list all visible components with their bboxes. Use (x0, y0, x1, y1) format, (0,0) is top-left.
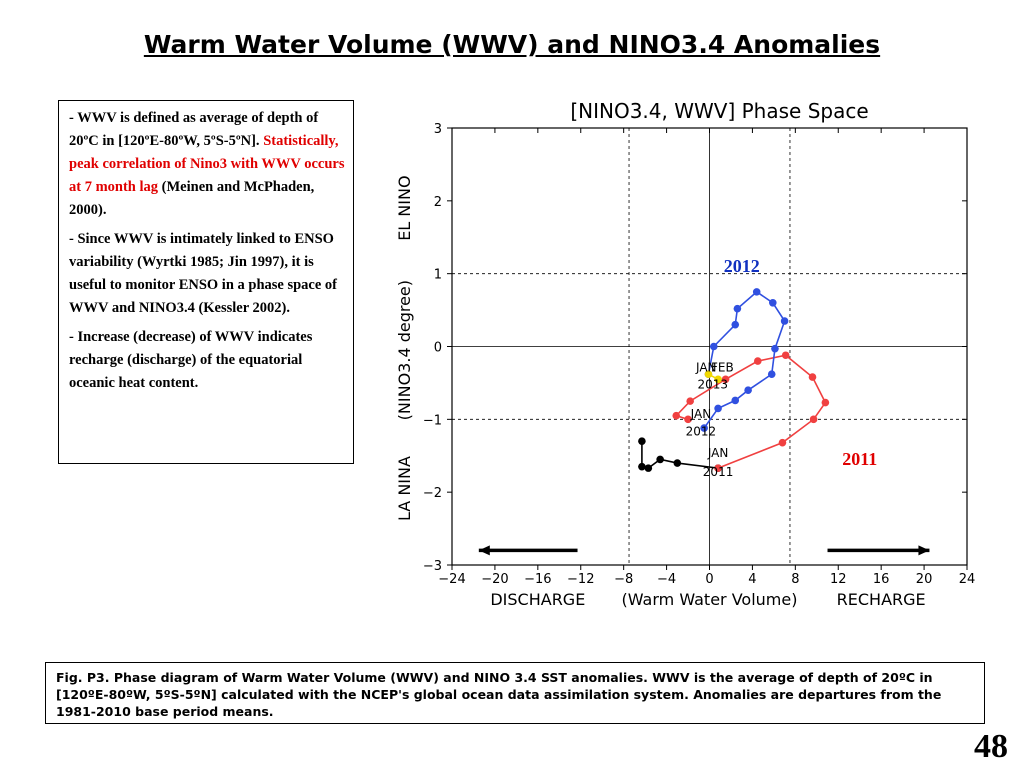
x-tick-label: 20 (916, 572, 933, 587)
x-tick-label: 8 (791, 572, 799, 587)
x-tick-label: −20 (481, 572, 508, 587)
data-point (638, 462, 646, 471)
y-tick-label: 0 (434, 341, 442, 356)
citation-text: (Meinen and McPhaden, 2000). (69, 179, 315, 218)
x-tick-label: 24 (959, 572, 976, 587)
data-point (714, 404, 722, 413)
data-point (644, 464, 653, 472)
figure-caption: Fig. P3. Phase diagram of Warm Water Vol… (45, 662, 985, 724)
x-label-recharge: RECHARGE (837, 590, 926, 609)
x-tick-label: −12 (567, 572, 594, 587)
x-tick-label: 12 (830, 572, 847, 587)
y-label-nino34: (NINO3.4 degree) (395, 280, 414, 420)
data-point (704, 370, 713, 378)
phase-space-chart: [NINO3.4, WWV] Phase Space−24 −20 −16 −12 −8… (395, 99, 976, 609)
data-point (771, 344, 779, 353)
x-tick-label: 0 (705, 572, 713, 587)
y-tick-label: 2 (434, 195, 442, 210)
wwv-definition-text: WWV is defined as average of depth of 20… (69, 110, 319, 149)
point-label: 2012 (686, 424, 717, 438)
data-point (656, 455, 664, 464)
data-point (808, 373, 817, 381)
data-point (753, 357, 762, 365)
bullet-dash: - (69, 231, 78, 247)
y-tick-label: 1 (434, 268, 442, 283)
slide-title: Warm Water Volume (WWV) and NINO3.4 Anom… (143, 30, 881, 59)
year-annotation: 2011 (842, 449, 877, 469)
x-tick-label: −8 (614, 572, 633, 587)
data-point (733, 304, 742, 313)
data-point (714, 375, 722, 384)
x-tick-label: −4 (657, 572, 676, 587)
data-point (672, 411, 681, 420)
data-point (673, 459, 682, 467)
chart-title: [NINO3.4, WWV] Phase Space (570, 99, 868, 123)
data-point (780, 317, 789, 325)
point-label: JAN (695, 360, 717, 374)
point-label: 2011 (703, 465, 734, 479)
y-tick-label: −3 (423, 559, 442, 574)
x-tick-label: −16 (524, 572, 551, 587)
data-point (686, 397, 694, 405)
data-point (684, 415, 692, 424)
x-label-wwv: (Warm Water Volume) (622, 590, 798, 609)
data-point (821, 398, 830, 407)
data-point (731, 396, 740, 405)
y-tick-label: −2 (423, 486, 442, 501)
data-point (700, 424, 708, 432)
y-label-el-nino: EL NINO (395, 175, 414, 240)
bullet-dash: - (69, 110, 78, 126)
series-line-0 (641, 441, 719, 469)
page-number: 48 (974, 728, 1008, 765)
y-tick-label: 3 (434, 122, 442, 137)
data-point (778, 438, 787, 447)
data-point (721, 375, 730, 384)
y-label-la-nina: LA NINA (395, 456, 414, 521)
enso-link-text: Since WWV is intimately linked to ENSO v… (69, 231, 338, 316)
x-tick-label: −24 (438, 572, 465, 587)
bullet-dash: - (69, 329, 78, 345)
data-point (709, 342, 718, 351)
paragraph-recharge: - Increase (decrease) of WWV indicates r… (69, 326, 345, 395)
data-point (781, 351, 790, 360)
data-point (744, 386, 752, 395)
data-point (752, 288, 761, 296)
point-label: FEB (711, 360, 734, 374)
year-annotation: 2012 (724, 256, 760, 276)
paragraph-enso-link: - Since WWV is intimately linked to ENSO… (69, 228, 345, 320)
recharge-text: Increase (decrease) of WWV indicates rec… (69, 329, 313, 391)
left-arrow-head (478, 545, 490, 556)
x-tick-label: 4 (748, 572, 756, 587)
right-arrow-head (918, 545, 930, 556)
x-label-discharge: DISCHARGE (490, 590, 585, 609)
paragraph-wwv-definition: - WWV is defined as average of depth of … (69, 107, 345, 222)
point-label: 2013 (697, 378, 728, 392)
data-point (769, 299, 777, 307)
description-text-box: - WWV is defined as average of depth of … (58, 100, 354, 464)
y-tick-label: −1 (423, 413, 442, 428)
data-point (714, 464, 722, 472)
correlation-highlight-text: Statistically, peak correlation of Nino3… (69, 133, 345, 195)
data-point (767, 370, 776, 378)
data-point (809, 415, 818, 424)
point-label: JAN (690, 407, 712, 421)
x-tick-label: 16 (873, 572, 890, 587)
data-point (731, 320, 740, 329)
data-point (638, 437, 646, 445)
point-label: JAN (707, 446, 729, 460)
